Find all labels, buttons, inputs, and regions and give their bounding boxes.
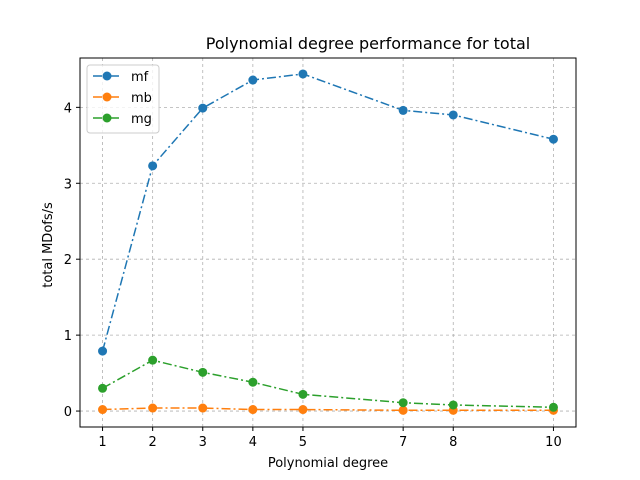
x-axis-label: Polynomial degree bbox=[268, 456, 388, 471]
data-point-mg bbox=[448, 400, 458, 410]
legend: mf mb mg bbox=[86, 64, 160, 134]
x-tick-label: 4 bbox=[249, 435, 257, 450]
data-point-mf bbox=[448, 110, 458, 120]
chart-title: Polynomial degree performance for total bbox=[206, 34, 530, 53]
legend-swatch-marker bbox=[102, 113, 112, 123]
legend-swatch-marker bbox=[102, 71, 112, 81]
data-point-mg bbox=[548, 402, 558, 412]
series-line-mb bbox=[102, 407, 554, 412]
x-axis-ticks: 1 2 3 4 5 7 8 10 bbox=[98, 427, 562, 450]
plot-series bbox=[98, 69, 558, 415]
x-tick-label: 8 bbox=[449, 435, 457, 450]
data-point-mg bbox=[98, 383, 108, 393]
series-line-mg bbox=[102, 359, 554, 409]
y-tick-label: 0 bbox=[64, 405, 72, 420]
data-point-mb bbox=[98, 405, 108, 415]
y-axis-label: total MDofs/s bbox=[41, 202, 56, 288]
data-point-mg bbox=[248, 377, 258, 387]
data-point-mg bbox=[148, 355, 158, 365]
legend-swatch-marker bbox=[102, 92, 112, 102]
data-point-mf bbox=[148, 161, 158, 171]
data-point-mb bbox=[298, 405, 308, 415]
y-tick-label: 3 bbox=[64, 177, 72, 192]
data-point-mf bbox=[548, 134, 558, 144]
data-point-mf bbox=[198, 103, 208, 113]
legend-label: mg bbox=[131, 112, 152, 127]
grid bbox=[80, 58, 576, 427]
legend-item-mf: mf bbox=[93, 70, 149, 85]
legend-label: mf bbox=[131, 70, 149, 85]
series-mb bbox=[98, 403, 558, 415]
series-line-mf bbox=[101, 73, 554, 352]
x-tick-label: 10 bbox=[545, 435, 562, 450]
y-tick-label: 4 bbox=[64, 101, 72, 116]
y-tick-label: 2 bbox=[64, 253, 72, 268]
data-point-mf bbox=[248, 75, 258, 85]
data-point-mg bbox=[198, 367, 208, 377]
data-point-mb bbox=[398, 405, 408, 415]
data-point-mg bbox=[398, 398, 408, 408]
data-point-mb bbox=[248, 405, 258, 415]
legend-label: mb bbox=[131, 91, 152, 106]
series-mg bbox=[98, 355, 558, 412]
data-point-mf bbox=[98, 346, 108, 356]
legend-item-mb: mb bbox=[93, 91, 152, 106]
y-tick-label: 1 bbox=[64, 329, 72, 344]
data-point-mb bbox=[148, 403, 158, 413]
y-axis-ticks: 0 1 2 3 4 bbox=[64, 101, 80, 420]
x-tick-label: 5 bbox=[299, 435, 307, 450]
data-point-mg bbox=[298, 389, 308, 399]
data-point-mf bbox=[298, 69, 308, 79]
data-point-mf bbox=[398, 105, 408, 115]
plot-frame bbox=[79, 57, 577, 428]
series-mf bbox=[98, 69, 558, 356]
data-point-mb bbox=[198, 403, 208, 413]
x-tick-label: 2 bbox=[149, 435, 157, 450]
x-tick-label: 1 bbox=[98, 435, 106, 450]
x-tick-label: 7 bbox=[399, 435, 407, 450]
legend-item-mg: mg bbox=[93, 112, 152, 127]
x-tick-label: 3 bbox=[199, 435, 207, 450]
